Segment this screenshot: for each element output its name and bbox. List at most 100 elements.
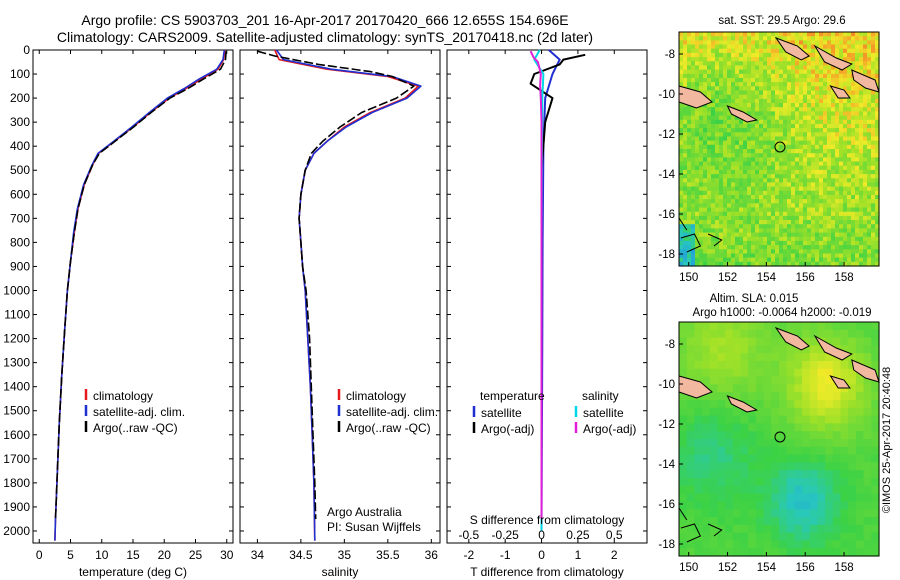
map-cell (843, 224, 848, 229)
map-cell (811, 232, 816, 238)
map-cell (871, 115, 876, 121)
map-cell (786, 376, 795, 385)
map-cell (759, 115, 764, 121)
map-cell (871, 257, 876, 263)
map-cell (786, 415, 795, 424)
map-cell (827, 228, 832, 234)
map-cell (723, 140, 728, 146)
map-cell (847, 90, 852, 96)
map-cell (743, 211, 748, 217)
map-cell (731, 48, 736, 54)
map-cell (840, 431, 849, 440)
map-cell (795, 236, 800, 242)
map-cell (775, 78, 780, 83)
map-cell (795, 224, 800, 229)
map-cell (779, 478, 788, 487)
y-tick-label: -8 (665, 49, 675, 61)
map-cell (779, 236, 784, 242)
map-cell (847, 48, 852, 54)
map-cell (719, 115, 724, 121)
map-cell (694, 493, 703, 502)
map-cell (871, 48, 876, 54)
map-cell (699, 153, 704, 158)
map-cell (683, 82, 688, 87)
map-cell (723, 153, 728, 158)
map-cell (702, 400, 711, 409)
map-cell (703, 199, 708, 204)
map-cell (791, 94, 796, 100)
map-cell (775, 253, 780, 259)
map-cell (717, 501, 726, 510)
map-cell (851, 44, 856, 50)
map-cell (843, 136, 848, 142)
map-cell (771, 140, 776, 146)
map-cell (807, 232, 812, 238)
map-cell (791, 132, 796, 138)
map-cell (787, 107, 792, 112)
map-cell (786, 439, 795, 448)
map-cell (755, 153, 760, 158)
legend-label: Argo(..raw -QC) (93, 421, 178, 435)
map-cell (839, 52, 844, 58)
map-cell (740, 548, 749, 557)
map-cell (794, 540, 803, 549)
map-cell (727, 257, 732, 263)
map-cell (739, 236, 744, 242)
map-cell (823, 32, 828, 37)
map-cell (735, 149, 740, 154)
map-cell (679, 224, 684, 229)
map-cell (859, 36, 864, 41)
map-cell (863, 174, 868, 179)
map-cell (847, 52, 852, 58)
map-cell (727, 65, 732, 71)
map-cell (727, 32, 732, 37)
map-cell (775, 207, 780, 213)
map-cell (771, 199, 776, 204)
map-cell (727, 86, 732, 92)
map-cell (775, 199, 780, 204)
map-cell (786, 322, 795, 331)
map-cell (725, 517, 734, 526)
map-cell (709, 454, 719, 463)
map-cell (735, 136, 740, 142)
map-cell (691, 178, 696, 184)
map-cell (799, 69, 804, 75)
map-cell (809, 345, 819, 354)
map-cell (755, 261, 760, 267)
map-cell (803, 132, 808, 138)
map-cell (735, 195, 740, 200)
map-cell (767, 153, 772, 158)
map-cell (827, 40, 832, 46)
map-cell (755, 337, 765, 346)
map-cell (839, 207, 844, 213)
map-cell (867, 232, 872, 238)
map-cell (679, 57, 684, 62)
map-cell (795, 57, 800, 62)
map-cell (759, 78, 764, 83)
map-cell (725, 485, 734, 495)
map-cell (683, 157, 688, 163)
map-cell (759, 90, 764, 96)
map-cell (707, 240, 712, 246)
map-cell (731, 153, 736, 158)
map-cell (783, 111, 788, 117)
map-cell (786, 540, 795, 549)
map-cell (855, 140, 860, 146)
map-cell (847, 178, 852, 184)
y-tick-label: -18 (658, 249, 675, 261)
map-cell (731, 86, 736, 92)
map-cell (767, 73, 772, 79)
map-cell (843, 69, 848, 75)
map-cell (727, 115, 732, 121)
map-cell (875, 69, 880, 75)
map-cell (835, 199, 840, 204)
map-cell (715, 199, 720, 204)
map-cell (771, 169, 776, 175)
map-cell (683, 103, 688, 108)
map-cell (732, 345, 742, 354)
map-cell (779, 517, 788, 526)
map-cell (715, 82, 720, 87)
map-cell (759, 86, 764, 92)
map-cell (695, 107, 700, 112)
map-cell (711, 98, 716, 104)
